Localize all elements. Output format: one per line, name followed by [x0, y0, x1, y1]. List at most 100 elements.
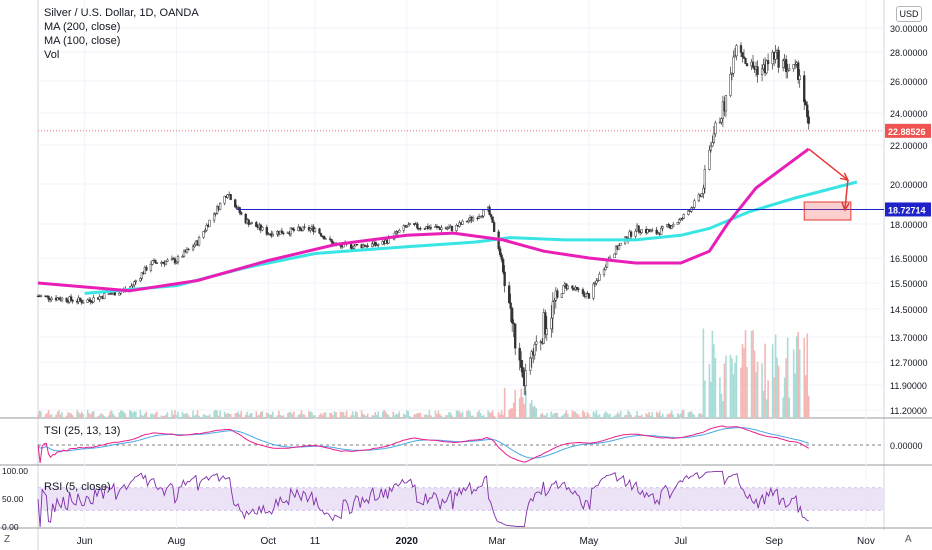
volume-bar: [82, 413, 84, 418]
volume-bar: [219, 410, 221, 418]
volume-bar: [806, 333, 809, 418]
volume-bar: [689, 411, 691, 418]
volume-bar: [223, 411, 226, 418]
volume-bar: [246, 411, 249, 418]
volume-bar: [734, 362, 736, 418]
volume-bar: [124, 413, 127, 418]
volume-bar: [362, 413, 364, 418]
candle-body: [529, 357, 532, 371]
candle-body: [328, 238, 332, 240]
volume-bar: [309, 411, 312, 418]
candle-body: [489, 214, 493, 218]
volume-bar: [226, 412, 229, 418]
zoom-toggle[interactable]: Z: [4, 534, 11, 545]
candle-body: [629, 231, 633, 237]
volume-bar: [637, 415, 640, 418]
volume-bar: [141, 414, 143, 418]
volume-bar: [783, 377, 786, 418]
volume-bar: [166, 412, 169, 418]
time-tick-label: Aug: [168, 536, 186, 547]
candle-body: [735, 45, 738, 57]
volume-bar: [586, 412, 589, 418]
candle-body: [720, 118, 723, 123]
candle-body: [280, 230, 284, 234]
volume-bar: [493, 415, 495, 418]
candle-body: [709, 145, 713, 151]
volume-bar: [564, 412, 566, 418]
volume-bar: [302, 414, 304, 418]
volume-bar: [132, 412, 134, 418]
rsi-label[interactable]: RSI (5, close): [44, 481, 111, 493]
axes: 30.00000 28.00000 26.00000 24.00000 22.00000…: [2, 24, 931, 547]
volume-bar: [65, 415, 68, 418]
volume-bar: [466, 410, 468, 418]
candle-body: [730, 73, 734, 75]
volume-bar: [692, 413, 694, 418]
candle-body: [660, 227, 663, 235]
volume-bar: [80, 411, 83, 418]
volume-bar: [542, 415, 545, 418]
candle-body: [491, 216, 494, 223]
volume-bar: [103, 415, 106, 418]
volume-bar: [743, 348, 745, 418]
tsi-label[interactable]: TSI (25, 13, 13): [44, 425, 121, 437]
volume-bar: [613, 415, 616, 418]
volume-bar: [255, 411, 258, 418]
volume-bar: [661, 413, 664, 418]
volume-bar: [606, 412, 608, 418]
candle-body: [691, 207, 694, 209]
candle-body: [50, 297, 53, 300]
candle-body: [398, 230, 401, 233]
candle-body: [551, 301, 554, 319]
auto-scale-toggle[interactable]: A: [905, 534, 912, 545]
price-tick-label: 20.00000: [890, 180, 928, 190]
candle-body: [503, 271, 506, 287]
volume-bar: [177, 411, 179, 418]
volume-bar: [585, 415, 587, 418]
volume-bar: [229, 414, 232, 418]
candle-body: [676, 222, 679, 225]
volume-bar: [478, 410, 480, 418]
volume-bar: [740, 367, 742, 418]
candle-body: [792, 64, 795, 70]
rsi-tick-label: 0.00: [2, 522, 19, 532]
candle-body: [229, 194, 232, 200]
volume-bar: [113, 415, 116, 418]
volume-bar: [139, 410, 142, 418]
candle-body: [407, 224, 410, 227]
candle-body: [318, 228, 321, 234]
volume-bar: [546, 412, 548, 418]
volume-bar: [472, 415, 474, 418]
volume-bar: [539, 414, 542, 418]
candle-body: [371, 243, 374, 248]
volume-bar: [744, 330, 747, 418]
volume-bar: [172, 414, 175, 418]
candle-body: [584, 292, 588, 297]
legend-ma100[interactable]: MA (100, close): [44, 35, 121, 47]
rsi-band: [38, 487, 884, 511]
volume-bar: [752, 330, 754, 418]
legend-ma200[interactable]: MA (200, close): [44, 21, 121, 33]
projection-arrow-line: [808, 148, 849, 181]
volume-bar: [184, 413, 187, 418]
volume-bar: [511, 408, 513, 418]
candle-body: [282, 232, 285, 235]
candle-body: [98, 296, 101, 300]
volume-bar: [552, 414, 554, 418]
volume-bar: [746, 366, 748, 418]
candle-body: [349, 244, 353, 249]
volume-bar: [687, 412, 690, 418]
candle-body: [794, 64, 797, 66]
volume-bar: [92, 411, 95, 418]
volume-bar: [162, 415, 164, 418]
user-drawings[interactable]: [38, 130, 884, 221]
volume-bar: [244, 414, 247, 418]
currency-badge[interactable]: USD: [896, 6, 922, 22]
legend-volume[interactable]: Vol: [44, 49, 60, 61]
volume-bar: [592, 411, 595, 418]
candle-body: [545, 328, 548, 335]
candle-body: [92, 297, 95, 303]
candle-body: [450, 226, 454, 232]
candle-body: [250, 222, 253, 224]
